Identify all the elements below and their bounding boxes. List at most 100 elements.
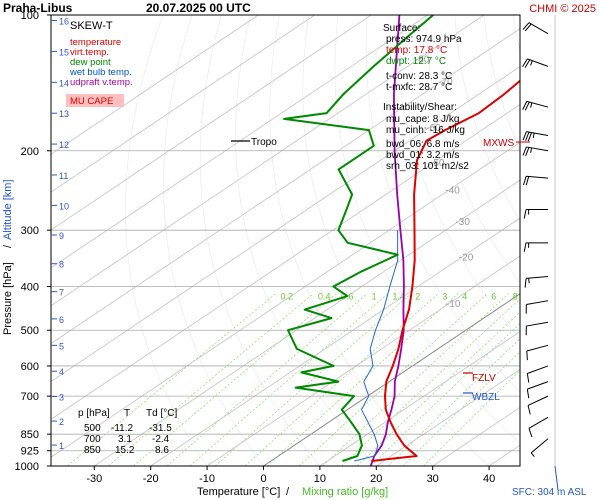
dewpoint-curve xyxy=(283,15,434,462)
table-cell: 3.1 xyxy=(118,434,132,445)
altitude-tick-label: 15 xyxy=(59,47,69,57)
table-cell: -11.2 xyxy=(111,423,133,434)
level-table: p [hPa] T Td [°C] 500 -11.2 -31.5 700 3.… xyxy=(78,408,177,456)
wind-barb-staff xyxy=(526,300,549,306)
tropopause-label: Tropo xyxy=(251,137,277,148)
legend-dew-point: dew point xyxy=(70,57,111,68)
temperature-tick-label: 40 xyxy=(483,473,495,485)
mixing-ratio-line xyxy=(107,293,314,466)
wind-barb-half xyxy=(530,147,533,153)
dry-adiabat xyxy=(425,15,520,284)
pressure-tick-label: 925 xyxy=(21,446,39,458)
altitude-tick-label: 6 xyxy=(59,315,64,325)
fzlv-label: FZLV xyxy=(472,373,496,384)
dry-adiabat xyxy=(365,15,520,393)
dry-adiabat xyxy=(572,15,600,466)
isotherm xyxy=(51,141,520,458)
mixing-ratio-line xyxy=(298,293,488,466)
altitude-tick-label: 3 xyxy=(59,392,64,402)
temperature-tick-label: 10 xyxy=(314,473,326,485)
wet-bulb-curve xyxy=(354,230,399,462)
wind-barb-half xyxy=(530,452,535,458)
altitude-tick-label: 16 xyxy=(59,17,69,27)
isotherm xyxy=(51,103,520,420)
mixing-ratio-line xyxy=(370,323,520,466)
mixing-ratio-label: 8 xyxy=(513,292,518,302)
pressure-tick-label: 400 xyxy=(21,282,39,294)
station-name: Praha-Libus xyxy=(3,1,73,15)
y-axis-separator: / xyxy=(2,244,14,248)
wind-barb-staff xyxy=(526,131,549,136)
mixing-ratio-line xyxy=(423,369,520,466)
altitude-tick-label: 2 xyxy=(59,417,64,427)
mixing-ratio-label: 0.4 xyxy=(318,292,331,302)
wind-barb xyxy=(525,300,549,314)
sfc-pointer xyxy=(554,465,559,491)
mixing-ratio-line xyxy=(244,293,439,466)
sfc-height: SFC: 304 m ASL xyxy=(512,487,587,498)
temperature-tick-label: -10 xyxy=(199,473,215,485)
mixing-ratio-line xyxy=(133,293,337,466)
isotherm xyxy=(51,15,259,155)
surface-info: Surface: press: 974.9 hPa temp: 17.8 °C … xyxy=(383,23,462,93)
legend-temperature: temperature xyxy=(70,37,121,48)
wind-barb-flag xyxy=(522,101,528,110)
wind-barb-staff xyxy=(526,275,549,279)
x-axis-separator: / xyxy=(286,486,290,498)
pressure-tick-label: 200 xyxy=(21,146,39,158)
table-cell: -31.5 xyxy=(149,423,172,434)
wind-barb xyxy=(522,146,549,157)
isotherm-label: -40 xyxy=(445,186,460,197)
mu-cape-badge xyxy=(66,94,124,107)
mixing-ratio-label: 20 xyxy=(584,292,594,302)
wind-barb-flag xyxy=(526,350,528,361)
wind-barb xyxy=(522,58,549,68)
wind-barb-flag xyxy=(524,101,530,111)
legend-virt-temp: virt.temp. xyxy=(70,47,109,58)
isotherm xyxy=(51,66,520,383)
isotherm-label: -70 xyxy=(438,77,453,88)
y-axis-label: Pressure [hPa] xyxy=(2,262,14,335)
mixing-ratio-label: 3 xyxy=(442,292,447,302)
isotherm xyxy=(376,368,520,466)
isotherm-label: -50 xyxy=(430,158,445,169)
wind-barbs xyxy=(522,15,559,491)
wind-barb-half xyxy=(532,132,535,139)
mixing-ratio-label: 14 xyxy=(556,292,566,302)
mixing-ratio-label: 6 xyxy=(491,292,496,302)
wind-barb xyxy=(526,381,549,399)
mixing-ratio-axis-label: Mixing ratio [g/kg] xyxy=(302,486,388,498)
isotherm-label: -60 xyxy=(426,123,441,134)
mixing-ratio-label: 12 xyxy=(544,292,554,302)
pressure-tick-label: 850 xyxy=(21,429,39,441)
isotherm xyxy=(51,15,428,269)
wind-barb-flag xyxy=(528,428,533,438)
temperature-tick-label: 20 xyxy=(370,473,382,485)
isotherm xyxy=(150,217,520,466)
dry-adiabat xyxy=(454,15,520,222)
altitude-tick-label: 13 xyxy=(59,109,69,119)
mixing-ratio-label: 1 xyxy=(371,292,376,302)
table-header-td: Td [°C] xyxy=(146,408,177,419)
wind-barb-flag xyxy=(525,176,530,186)
wind-barb-flag xyxy=(526,373,530,383)
wind-barb xyxy=(522,22,549,35)
wind-barb-flag xyxy=(524,23,532,32)
mixing-ratio-line xyxy=(322,293,509,466)
table-cell: 8.6 xyxy=(155,445,169,456)
table-header-p: p [hPa] xyxy=(78,408,110,419)
wind-barb-staff xyxy=(528,22,549,35)
wind-barb-flag xyxy=(522,22,530,30)
wind-barb-flag xyxy=(523,209,527,219)
wind-barb-flag xyxy=(523,242,527,252)
mixing-ratio-line xyxy=(166,293,368,466)
credit[interactable]: CHMI © 2025 xyxy=(529,3,596,15)
surface-pressure: press: 974.9 hPa xyxy=(386,34,462,45)
altitude-tick-label: 10 xyxy=(59,201,69,211)
mu-cinh-value: mu_cinh: -16 J/kg xyxy=(386,125,465,136)
wind-barb-staff xyxy=(530,438,549,454)
altitude-tick-label: 4 xyxy=(59,367,64,377)
surface-dewpoint: dwpt: 12.7 °C xyxy=(386,56,446,67)
isotherm-zero xyxy=(263,293,520,466)
altitude-tick-label: 14 xyxy=(59,78,69,88)
